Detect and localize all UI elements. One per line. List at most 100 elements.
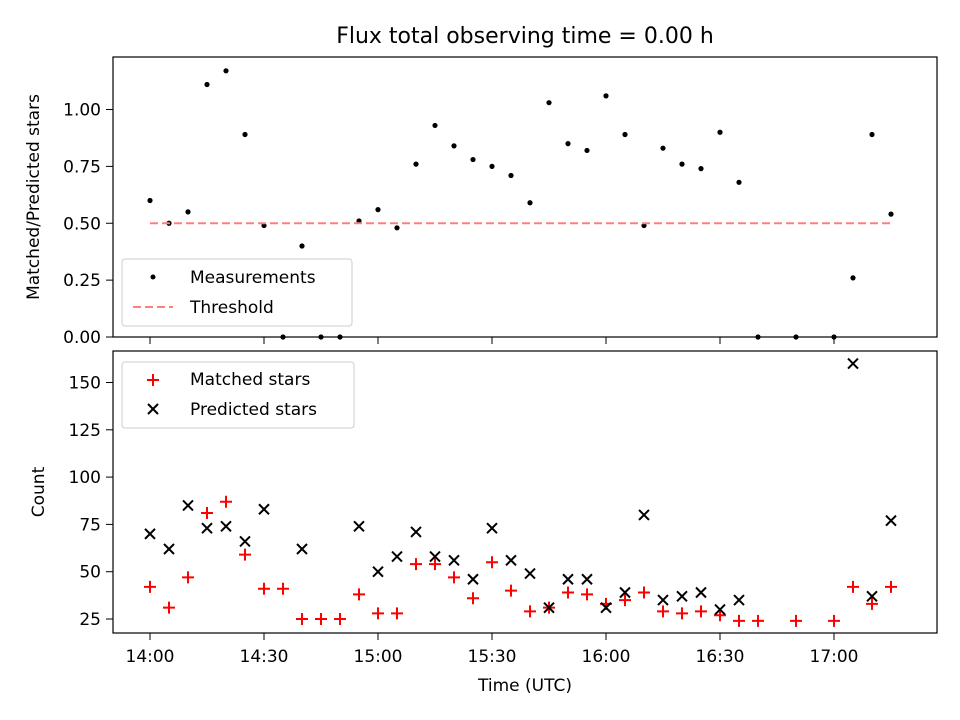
matched-star-marker xyxy=(239,548,251,561)
y-tick-label: 75 xyxy=(79,515,101,535)
y-tick-label: 1.00 xyxy=(63,101,101,121)
x-axis-label: Time (UTC) xyxy=(477,676,572,696)
matched-star-marker xyxy=(201,507,213,520)
measurement-point xyxy=(527,200,533,206)
predicted-star-marker xyxy=(258,503,270,515)
matched-star-marker xyxy=(258,582,270,595)
legend-predicted-marker xyxy=(147,403,159,415)
measurement-point xyxy=(793,334,799,340)
top-legend-box xyxy=(121,258,353,327)
predicted-star-marker xyxy=(885,514,897,527)
predicted-star-marker xyxy=(619,586,631,599)
predicted-star-marker xyxy=(847,357,859,370)
top-plot-frame xyxy=(112,56,938,338)
predicted-star-marker xyxy=(410,526,422,538)
measurement-point xyxy=(508,172,514,179)
legend-measurements-marker xyxy=(150,274,156,280)
measurement-point xyxy=(470,156,476,163)
matched-star-marker xyxy=(372,607,384,620)
matched-star-marker xyxy=(714,609,726,622)
matched-star-marker xyxy=(847,580,859,593)
predicted-star-marker xyxy=(448,554,460,567)
y-tick-label: 0.25 xyxy=(63,271,101,291)
x-tick-label: 15:30 xyxy=(468,647,517,667)
legend-predicted-label: Predicted stars xyxy=(190,400,317,420)
measurement-point xyxy=(850,275,856,281)
legend-matched-marker xyxy=(147,374,159,386)
legend-measurements-label: Measurements xyxy=(190,268,316,288)
top-y-axis-label: Matched/Predicted stars xyxy=(24,94,44,300)
y-tick-label: 25 xyxy=(79,610,101,630)
x-tick-label: 16:30 xyxy=(696,647,745,667)
measurement-point xyxy=(603,93,609,99)
top-x-ticks xyxy=(149,337,835,344)
matched-star-marker xyxy=(391,607,403,620)
matched-star-marker xyxy=(752,614,764,627)
x-tick-label: 15:00 xyxy=(354,647,403,667)
x-tick-label: 17:00 xyxy=(810,647,859,667)
matched-star-marker xyxy=(182,571,194,584)
measurement-point xyxy=(546,100,552,106)
predicted-star-marker xyxy=(695,586,707,599)
measurement-point xyxy=(736,179,742,185)
matched-star-marker xyxy=(524,605,536,618)
measurement-point xyxy=(698,166,704,172)
y-tick-label: 0.75 xyxy=(63,157,101,177)
bottom-y-ticks: 25 50 75 100 125 150 xyxy=(69,374,113,630)
matched-star-marker xyxy=(619,594,631,607)
predicted-star-marker xyxy=(239,535,251,548)
top-y-ticks: 0.00 0.25 0.50 0.75 1.00 xyxy=(63,101,113,348)
matched-star-marker xyxy=(486,556,498,569)
matched-star-marker xyxy=(163,601,175,614)
y-tick-label: 150 xyxy=(69,374,101,394)
measurement-point xyxy=(622,131,628,138)
measurement-point xyxy=(147,197,153,204)
measurement-point xyxy=(888,211,894,217)
matched-star-marker xyxy=(581,588,593,601)
measurement-point xyxy=(489,163,495,169)
matched-star-marker xyxy=(296,613,308,625)
y-tick-label: 125 xyxy=(69,421,101,441)
predicted-star-marker xyxy=(714,603,726,616)
matched-star-marker xyxy=(505,584,517,597)
predicted-star-marker xyxy=(182,499,194,512)
bottom-legend: Matched stars Predicted stars xyxy=(121,361,355,429)
measurement-point xyxy=(242,131,248,138)
x-tick-label: 16:00 xyxy=(582,647,631,667)
matched-star-marker xyxy=(695,605,707,618)
predicted-star-marker xyxy=(353,520,365,532)
predicted-star-marker xyxy=(372,565,384,578)
matched-star-marker xyxy=(410,558,422,571)
matched-star-marker xyxy=(353,588,365,601)
matched-star-marker xyxy=(562,586,574,599)
matched-star-marker xyxy=(885,580,897,593)
measurement-point xyxy=(869,131,875,138)
measurement-point xyxy=(565,141,571,147)
predicted-star-marker xyxy=(866,590,878,603)
measurement-point xyxy=(204,81,210,88)
measurement-point xyxy=(337,334,343,340)
predicted-star-marker xyxy=(581,573,593,585)
bottom-plot-area xyxy=(144,357,897,627)
y-tick-label: 50 xyxy=(79,563,101,583)
measurement-point xyxy=(394,225,400,231)
measurement-point xyxy=(223,68,229,74)
measurement-point xyxy=(318,334,324,340)
legend-threshold-label: Threshold xyxy=(189,298,274,318)
matched-star-marker xyxy=(334,613,346,625)
predicted-star-marker xyxy=(296,543,308,555)
measurement-point xyxy=(679,161,685,167)
predicted-star-marker xyxy=(163,543,175,555)
matched-star-marker xyxy=(429,558,441,571)
y-tick-label: 0.50 xyxy=(63,214,101,234)
predicted-star-marker xyxy=(201,522,213,534)
measurement-point xyxy=(451,143,457,149)
measurement-point xyxy=(660,145,666,151)
top-panel: Matched/Predicted stars 0.00 0.25 0.50 0.75… xyxy=(24,56,938,348)
chart-title: Flux total observing time = 0.00 h xyxy=(336,24,714,49)
measurement-point xyxy=(375,207,381,213)
matched-star-marker xyxy=(657,605,669,618)
predicted-star-marker xyxy=(562,573,574,585)
